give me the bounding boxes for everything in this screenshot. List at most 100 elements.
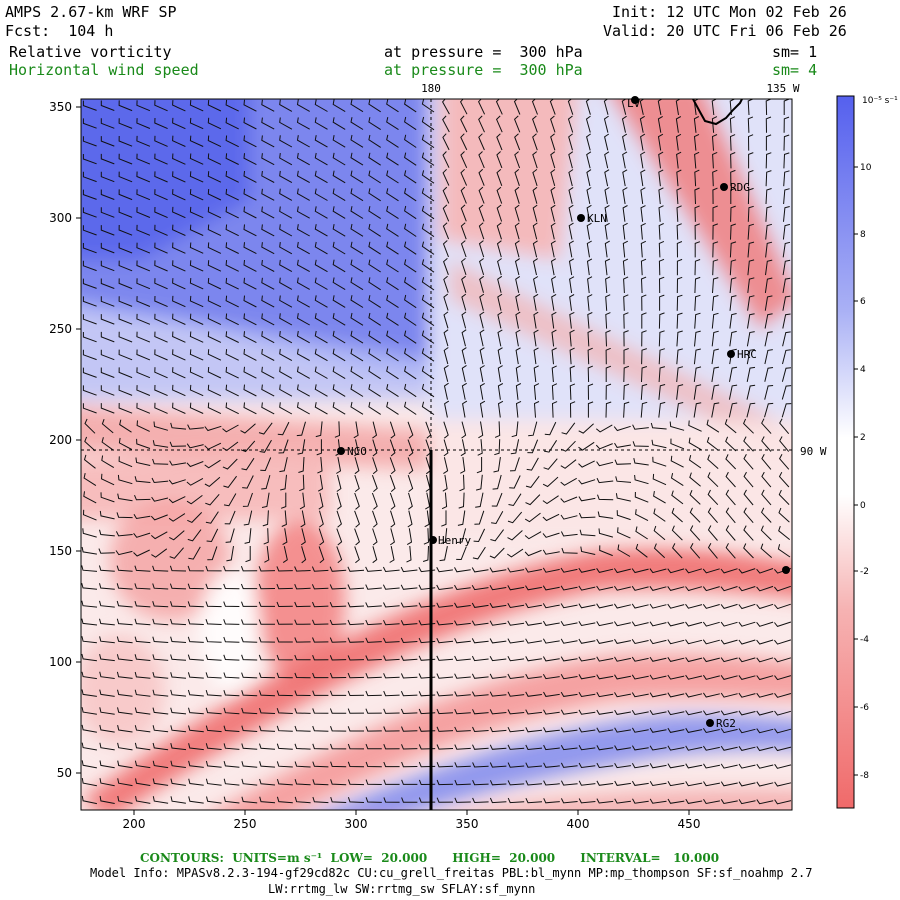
wind-barb	[100, 367, 115, 378]
wind-barb	[443, 421, 449, 439]
wind-barb	[150, 531, 168, 540]
wind-barb	[404, 99, 417, 113]
wind-barb	[354, 474, 360, 492]
wind-barb	[507, 602, 525, 609]
wind-barb	[542, 532, 560, 538]
wind-barb	[622, 133, 628, 151]
wind-barb	[100, 260, 115, 272]
wind-barb	[243, 170, 257, 183]
wind-barb	[689, 507, 701, 523]
wind-barb	[497, 329, 503, 347]
wind-barb	[189, 260, 204, 272]
wind-barb	[136, 278, 151, 290]
field1-name: Relative vorticity	[9, 43, 172, 61]
wind-barb	[460, 204, 467, 222]
wind-barb	[207, 331, 222, 343]
wind-barb	[551, 329, 557, 347]
wind-barb	[510, 439, 520, 455]
wind-barb	[743, 436, 754, 452]
wind-barb	[774, 763, 792, 769]
wind-barb	[712, 241, 719, 258]
wind-barb	[461, 275, 467, 293]
wind-barb	[586, 169, 592, 187]
wind-barb	[614, 745, 631, 751]
wind-barb	[764, 313, 773, 329]
wind-barb	[368, 170, 381, 184]
wind-barb	[779, 418, 790, 435]
wind-barb	[368, 348, 381, 362]
wind-barb	[685, 798, 703, 804]
wind-barb	[586, 204, 592, 222]
wind-barb	[524, 531, 542, 540]
wind-barb	[347, 797, 365, 803]
wind-barb	[368, 312, 381, 326]
wind-barb	[82, 260, 97, 272]
x-tick-label: 200	[123, 817, 146, 831]
wind-barb	[471, 602, 489, 608]
wind-barb	[372, 439, 378, 457]
wind-barb	[153, 421, 169, 431]
wind-barb	[282, 546, 288, 564]
wind-barb	[685, 568, 703, 574]
wind-barb	[720, 657, 738, 663]
wind-barb	[442, 222, 450, 240]
wind-barb	[509, 457, 520, 472]
wind-barb	[353, 421, 359, 439]
wind-barb	[261, 224, 275, 237]
wind-barb	[712, 205, 718, 222]
wind-barb	[748, 170, 754, 187]
wind-barb	[616, 510, 631, 521]
wind-barb	[613, 568, 631, 574]
wind-barb	[243, 295, 257, 308]
wind-barb	[782, 241, 791, 258]
wind-barb	[386, 348, 399, 362]
wind-barb	[118, 296, 133, 307]
wind-barb	[134, 495, 151, 501]
wind-barb	[525, 762, 543, 768]
wind-barb	[400, 637, 418, 644]
wind-barb	[774, 621, 792, 627]
wind-barb	[685, 657, 703, 663]
field1-level: at pressure = 300 hPa	[384, 43, 583, 61]
wind-barb	[365, 708, 382, 714]
wind-barb	[550, 240, 556, 258]
wind-barb	[507, 797, 525, 804]
wind-barb	[756, 675, 774, 681]
wind-barb	[436, 655, 454, 661]
wind-barb	[578, 460, 595, 468]
wind-barb	[188, 546, 201, 560]
wind-barb	[605, 294, 611, 311]
wind-barb	[497, 293, 503, 311]
wind-barb	[454, 567, 471, 573]
wind-barb	[533, 347, 539, 365]
wind-barb	[368, 223, 381, 237]
wind-barb	[561, 422, 576, 435]
wind-barb	[568, 222, 574, 240]
wind-barb	[187, 529, 202, 542]
wind-barb	[294, 654, 311, 661]
wind-barb	[263, 528, 269, 545]
wind-barb	[436, 779, 454, 786]
wind-barb	[550, 151, 556, 169]
wind-barb	[152, 440, 169, 448]
colorbar	[836, 95, 855, 809]
wind-barb	[421, 205, 435, 220]
wind-barb	[154, 402, 168, 414]
wind-barb	[172, 349, 186, 361]
wind-barb	[116, 654, 133, 662]
wind-barb	[706, 419, 720, 433]
wind-barb	[82, 403, 97, 414]
wind-barb	[135, 778, 151, 786]
wind-barb	[702, 604, 720, 609]
wind-barb	[550, 204, 556, 222]
wind-barb	[507, 511, 523, 524]
wind-barb	[81, 707, 97, 715]
wind-barb	[151, 496, 169, 502]
wind-barb	[243, 188, 257, 201]
wind-barb	[568, 240, 574, 258]
wind-barb	[543, 727, 560, 733]
wind-barb	[667, 603, 685, 609]
wind-barb	[604, 204, 610, 222]
wind-barb	[154, 189, 168, 201]
wind-barb	[454, 620, 471, 626]
